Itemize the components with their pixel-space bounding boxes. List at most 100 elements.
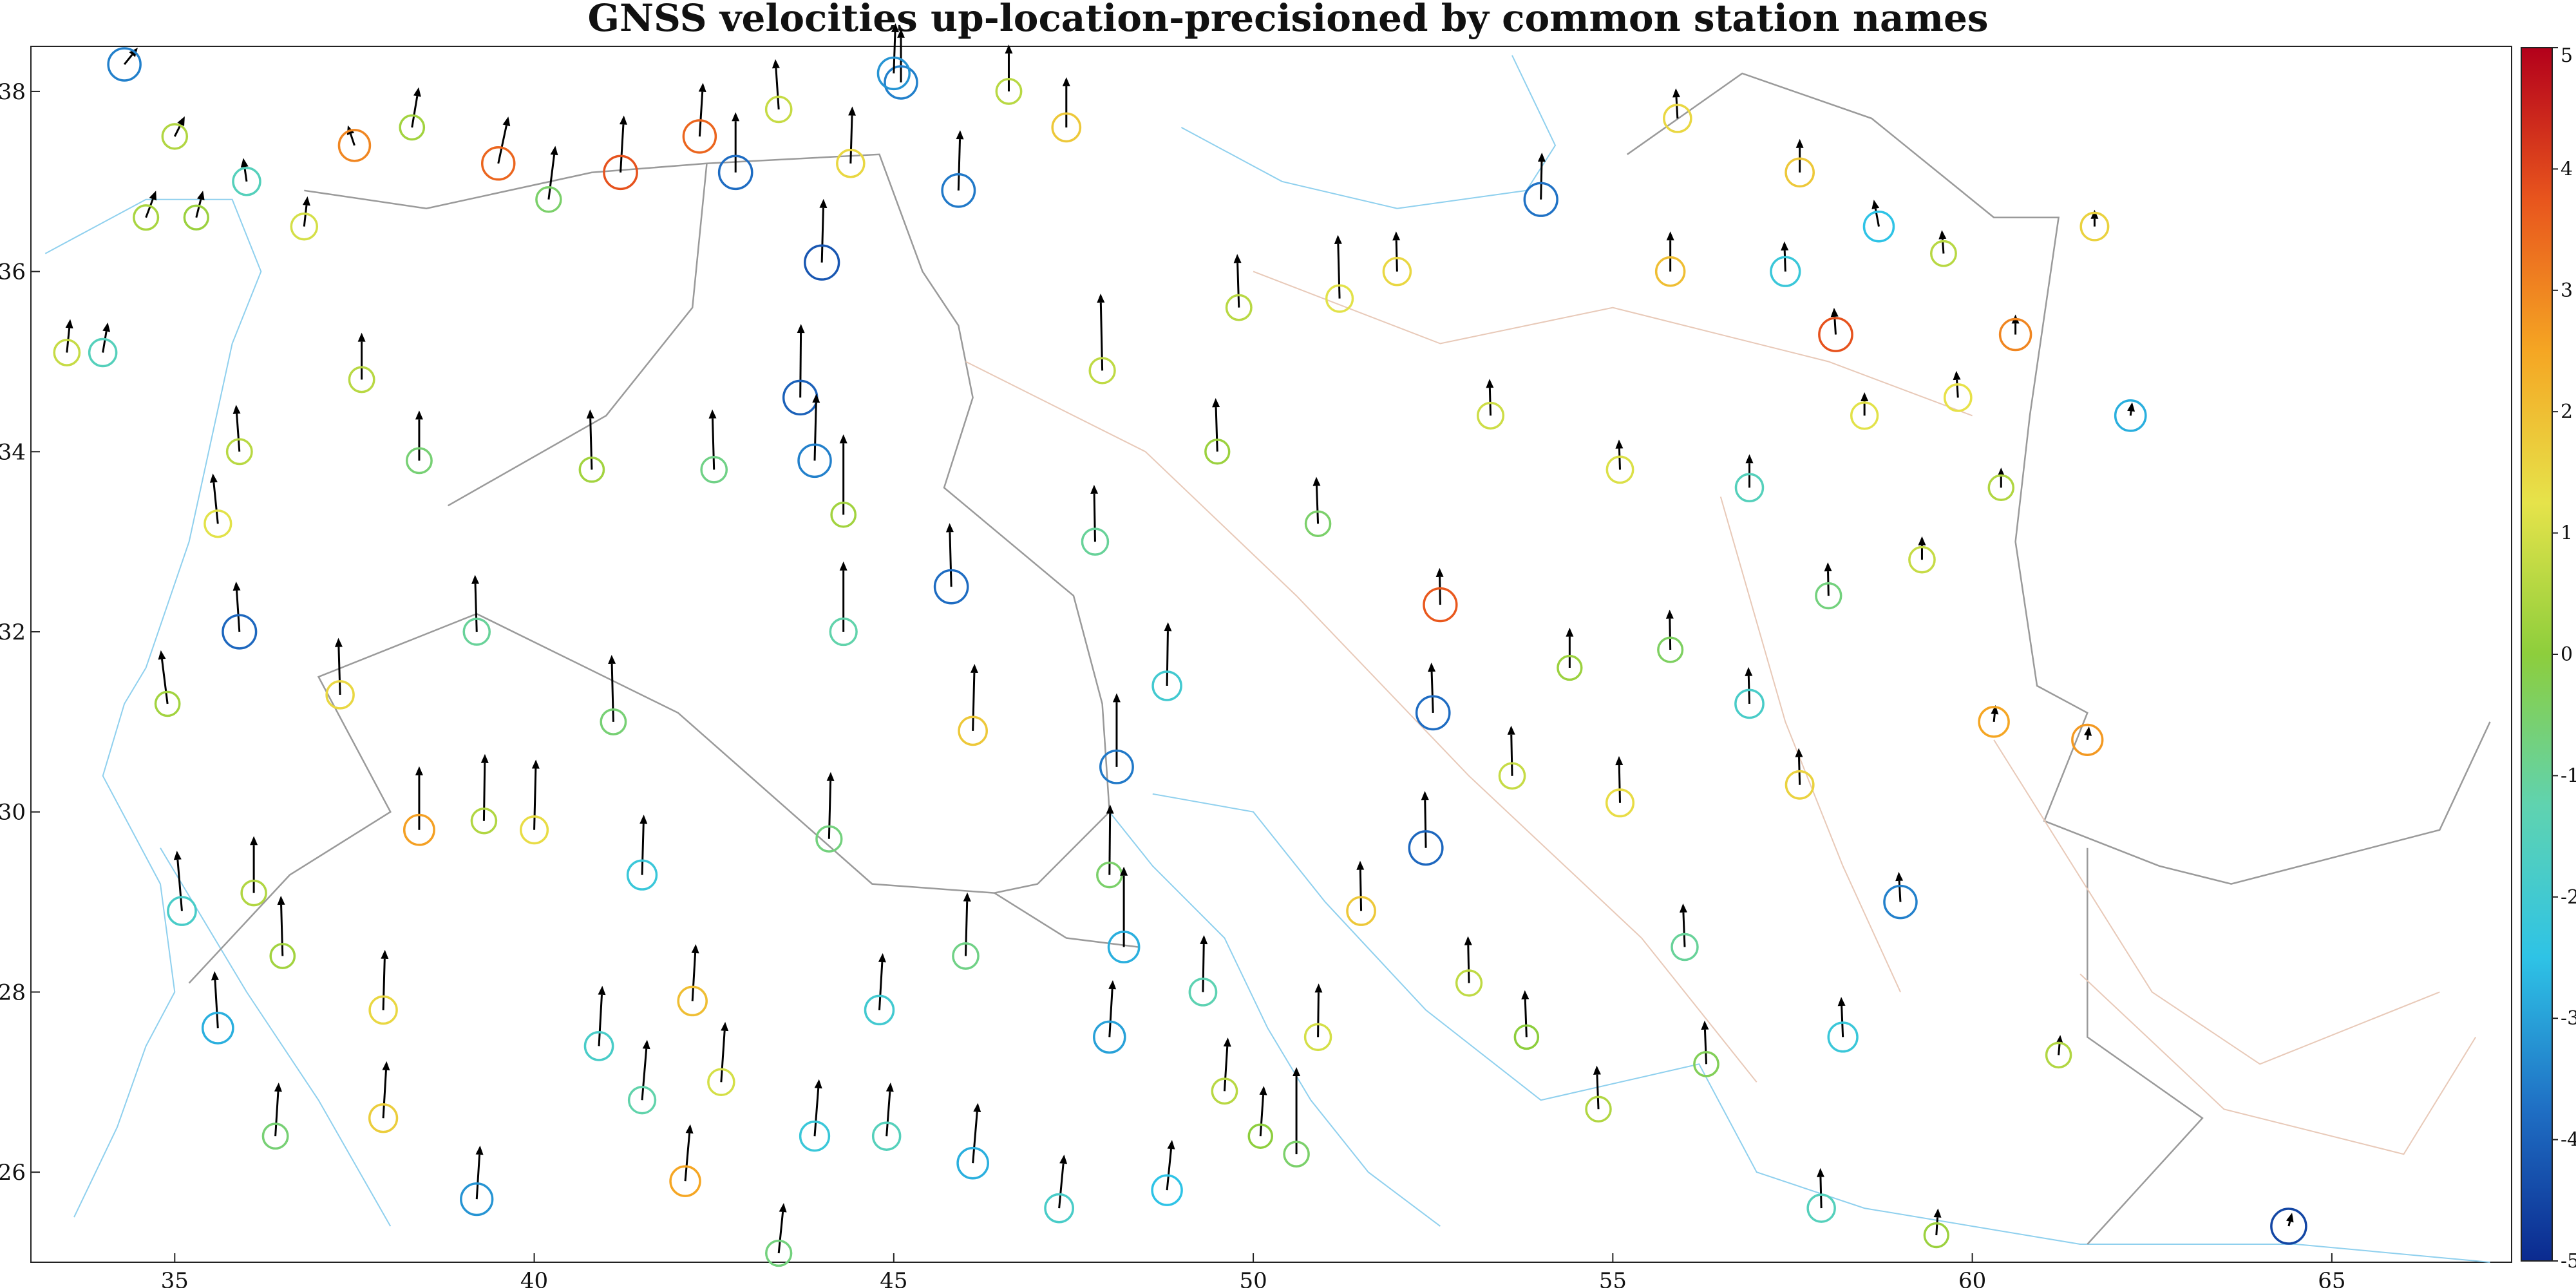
station-marker (1093, 980, 1126, 1054)
velocity-arrow (1099, 302, 1104, 371)
arrow-head (839, 561, 848, 571)
x-tick-label: 35 (161, 1268, 189, 1288)
arrow-head (1615, 439, 1624, 449)
vertical-rate-ring (470, 807, 498, 835)
station-marker (717, 112, 753, 191)
arrow-head (1486, 379, 1494, 388)
station-marker (1734, 454, 1765, 503)
border-line (2087, 848, 2204, 1245)
vertical-rate-ring (952, 942, 980, 970)
arrow-head (357, 332, 366, 342)
station-marker (682, 82, 717, 154)
station-marker (1806, 1168, 1836, 1223)
velocity-arrow (274, 1091, 279, 1137)
y-tick-label: 36 (0, 260, 26, 285)
arrow-head (196, 191, 205, 201)
velocity-arrow (1166, 1148, 1173, 1191)
arrow-head (1830, 307, 1839, 317)
vertical-rate-ring (956, 1146, 989, 1180)
station-marker (480, 117, 516, 181)
arrow-head (685, 1124, 694, 1134)
vertical-rate-ring (1044, 1193, 1074, 1224)
arrow-head (2286, 1213, 2294, 1223)
vertical-rate-ring (804, 244, 840, 281)
velocity-arrow (972, 1112, 978, 1164)
coast-line (1109, 811, 1441, 1227)
station-marker (1325, 234, 1354, 313)
arrow-head (1112, 693, 1121, 703)
border-line (994, 892, 1139, 948)
station-marker (1785, 138, 1815, 188)
arrow-head (1464, 936, 1472, 945)
vertical-rate-ring (1850, 401, 1879, 430)
vertical-rate-ring (836, 149, 866, 178)
velocity-arrow (1166, 631, 1169, 686)
station-marker (804, 198, 840, 281)
velocity-arrow (684, 1133, 691, 1182)
arrow-head (1097, 293, 1105, 303)
velocity-arrow (1596, 1074, 1600, 1110)
arrow-head (1212, 398, 1220, 408)
vertical-rate-ring (1923, 1222, 1949, 1249)
velocity-arrow (1935, 1217, 1939, 1236)
arrow-head (240, 158, 249, 168)
vertical-rate-ring (1693, 1050, 1719, 1077)
velocity-arrow (957, 139, 961, 191)
border-line (188, 153, 1111, 984)
velocity-arrow (123, 53, 133, 65)
vertical-rate-ring (1325, 284, 1354, 313)
velocity-arrow (1337, 243, 1341, 299)
station-marker (941, 130, 976, 208)
colorbar-tick-label: 3 (2561, 279, 2573, 302)
colorbar-tick-label: -4 (2561, 1129, 2576, 1151)
velocity-arrow (1703, 1029, 1707, 1065)
coast-line (44, 198, 262, 1218)
arrow-head (586, 409, 594, 419)
station-marker (1978, 705, 2010, 738)
vertical-rate-ring (1107, 931, 1141, 963)
arrow-head (1507, 725, 1515, 735)
velocity-arrow (1317, 992, 1320, 1037)
arrow-head (415, 410, 423, 420)
velocity-arrow (1510, 734, 1513, 776)
velocity-arrow (213, 482, 219, 524)
vertical-rate-ring (1188, 978, 1218, 1007)
vertical-rate-ring (520, 815, 549, 845)
velocity-arrow (2129, 411, 2132, 416)
vertical-rate-ring (1498, 762, 1526, 790)
velocity-arrow (1669, 618, 1672, 650)
vertical-rate-ring (583, 1031, 614, 1061)
station-marker (700, 409, 728, 484)
station-marker (1585, 1065, 1612, 1123)
arrow-head (1918, 536, 1926, 545)
x-tick-label: 40 (520, 1268, 548, 1288)
station-marker (2270, 1208, 2307, 1245)
y-tick-label: 30 (0, 800, 26, 826)
arrow-head (1164, 622, 1172, 632)
velocity-arrow (949, 532, 952, 587)
vertical-rate-ring (1283, 1141, 1310, 1168)
vertical-rate-ring (677, 985, 708, 1017)
vertical-rate-ring (700, 455, 728, 484)
station-marker (167, 850, 197, 926)
velocity-arrow (641, 1048, 648, 1101)
arrow-head (149, 191, 156, 201)
station-marker (1304, 477, 1332, 537)
station-marker (1883, 871, 1918, 920)
velocity-arrow (303, 205, 308, 227)
arrow-head (1745, 667, 1753, 676)
arrow-head (698, 82, 706, 92)
arrow-head (1861, 392, 1869, 401)
velocity-arrow (533, 768, 537, 830)
station-marker (1204, 398, 1231, 465)
velocity-arrow (1956, 379, 1959, 398)
coast-line (1180, 55, 1557, 209)
colorbar-tick-label: 1 (2561, 522, 2573, 545)
border-line (1626, 72, 2491, 885)
station-marker (876, 23, 911, 91)
velocity-arrow (1395, 240, 1398, 272)
vertical-rate-ring (1785, 770, 1815, 800)
velocity-arrow (820, 207, 824, 263)
station-marker (183, 191, 209, 231)
